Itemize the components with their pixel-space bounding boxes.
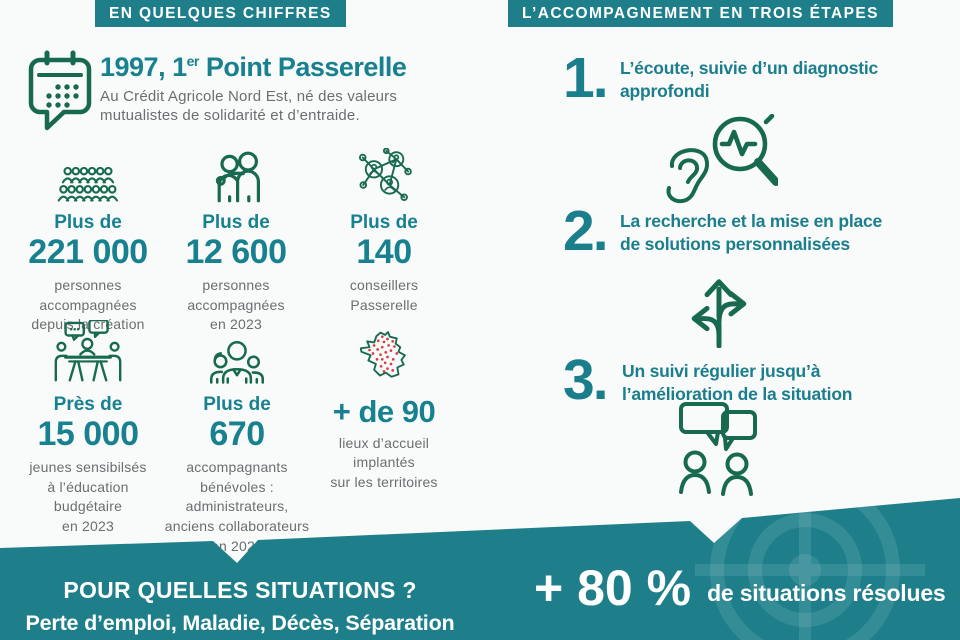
banner-situations-title: POUR QUELLES SITUATIONS ? [63, 577, 417, 603]
stat-qualifier: Plus de [54, 212, 122, 233]
people-network-icon [310, 146, 458, 204]
banner-resolved-value: + 80 % [534, 560, 692, 616]
banner-resolved-label: de situations résolues [707, 580, 946, 606]
stat-advisers: Plus de 140 conseillers Passerelle [310, 146, 458, 315]
stat-qualifier: Près de [53, 394, 123, 415]
budget-workshop-icon [14, 310, 162, 386]
calendar-chat-icon [28, 50, 92, 131]
stat-people-accompanied-2023: Plus de 12 600 personnes accompagnées en… [162, 146, 310, 335]
intro-subtitle: Au Crédit Agricole Nord Est, né des vale… [100, 88, 398, 125]
stat-value: 140 [356, 233, 412, 271]
step-3-number: 3. [563, 348, 609, 412]
ear-icon [666, 148, 709, 204]
left-section-header: EN QUELQUES CHIFFRES [95, 0, 346, 27]
step-1-number: 1. [563, 46, 609, 110]
banner-resolved-block: + 80 % de situations résolues [534, 563, 946, 613]
france-map-icon [308, 310, 460, 386]
banner-situations-block: POUR QUELLES SITUATIONS ? Perte d’emploi… [25, 577, 455, 640]
stat-value: 15 000 [37, 415, 140, 453]
directions-arrows-icon [691, 279, 747, 348]
bottom-banner [0, 498, 960, 640]
stat-description: lieux d’accueil implantés sur les territ… [330, 434, 438, 491]
banner-situations-examples: Perte d’emploi, Maladie, Décès, Séparati… [25, 611, 455, 640]
magnifier-pulse-icon [712, 114, 778, 186]
right-section-header: L’ACCOMPAGNEMENT EN TROIS ÉTAPES [508, 0, 893, 27]
step-3-text: Un suivi régulier jusqu’à l’amélioration… [622, 361, 853, 405]
intro-block: 1997, 1er Point Passerelle Au Crédit Agr… [100, 52, 470, 125]
stat-value: 12 600 [185, 233, 288, 271]
stat-description: accompagnants bénévoles : administrateur… [164, 458, 310, 555]
step-2-number: 2. [563, 199, 609, 263]
step-2-text: La recherche et la mise en place de solu… [620, 211, 883, 255]
stat-value: 221 000 [28, 233, 148, 271]
stat-youth-budget-education: Près de 15 000 jeunes sensibilsés à l’éd… [14, 310, 162, 537]
stat-description: personnes accompagnées en 2023 [187, 276, 285, 333]
volunteers-icon [156, 310, 318, 386]
step-1-text: L’écoute, suivie d’un diagnostic approfo… [620, 58, 879, 102]
stat-qualifier: Plus de [202, 212, 270, 233]
stat-qualifier: Plus de [350, 212, 418, 233]
stat-qualifier: Plus de [203, 394, 271, 415]
stat-value: 670 [209, 415, 265, 453]
conversation-icon [679, 402, 757, 496]
crowd-icon [14, 146, 162, 204]
stat-locations: + de 90 lieux d’accueil implantés sur le… [308, 310, 460, 493]
hug-icon [162, 146, 310, 204]
stat-description: conseillers Passerelle [349, 276, 419, 313]
stat-people-accompanied-total: Plus de 221 000 personnes accompagnées d… [14, 146, 162, 335]
ear-and-magnifier-icons [666, 114, 778, 204]
stat-value: + de 90 [332, 394, 436, 429]
stat-description: jeunes sensibilsés à l’éducation budgéta… [29, 458, 147, 535]
stat-volunteers: Plus de 670 accompagnants bénévoles : ad… [156, 310, 318, 557]
intro-title: 1997, 1er Point Passerelle [100, 52, 407, 82]
